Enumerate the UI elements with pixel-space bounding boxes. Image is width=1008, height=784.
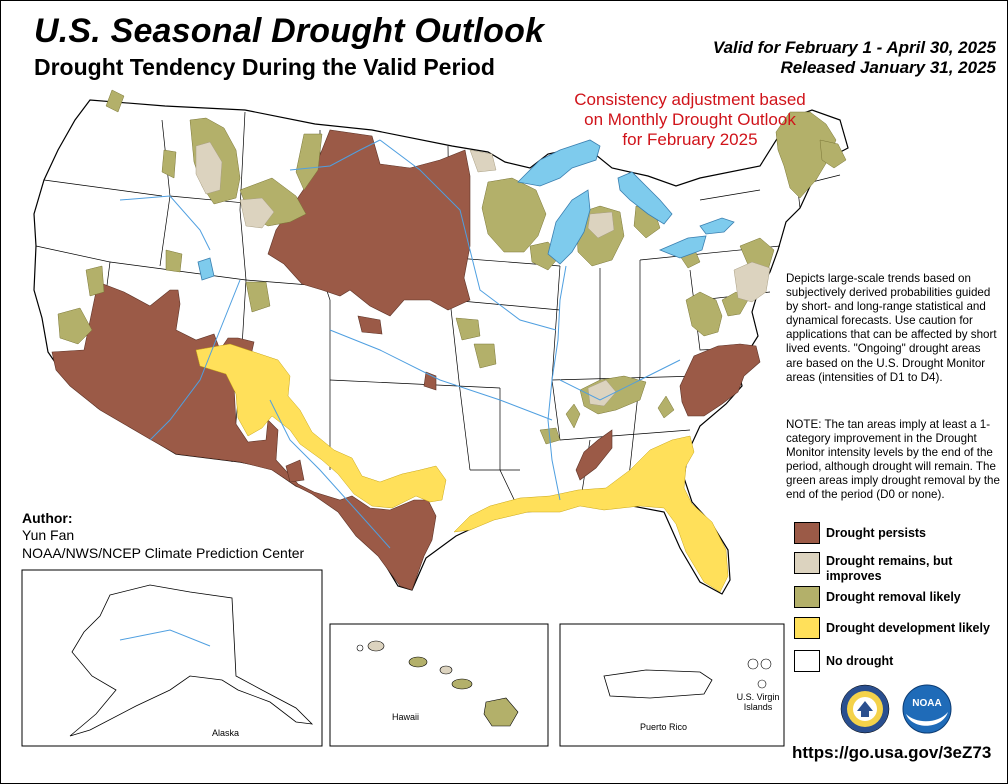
legend-swatch-no-drought <box>794 650 820 672</box>
author-name: Yun Fan <box>22 527 75 543</box>
virgin-islands-label: U.S. Virgin Islands <box>736 692 780 712</box>
legend-swatch-removal <box>794 586 820 608</box>
legend-swatch-improves <box>794 552 820 574</box>
alaska-shape <box>69 584 314 737</box>
hawaii-label: Hawaii <box>392 712 419 722</box>
legend-label: Drought persists <box>826 526 927 540</box>
noaa-logo-icon: NOAA <box>902 684 952 734</box>
release-date: Released January 31, 2025 <box>780 58 996 77</box>
legend-item-removal: Drought removal likely <box>794 586 1006 616</box>
rivers <box>119 139 681 549</box>
legend-item-development: Drought development likely <box>794 617 1006 647</box>
drought-improves-areas <box>195 141 771 407</box>
legend-item-improves: Drought remains, but improves <box>794 552 1006 586</box>
author-organization: NOAA/NWS/NCEP Climate Prediction Center <box>22 545 305 561</box>
page-title: U.S. Seasonal Drought Outlook <box>34 12 545 50</box>
svg-text:NOAA: NOAA <box>912 698 941 709</box>
hawaii-islands <box>356 640 519 727</box>
great-lakes <box>197 139 735 281</box>
legend-item-no-drought: No drought <box>794 650 1006 680</box>
legend-label: Drought remains, but improves <box>826 554 953 583</box>
legend-swatch-development <box>794 617 820 639</box>
note-text: NOTE: The tan areas imply at least a 1-c… <box>786 418 1000 502</box>
page-subtitle: Drought Tendency During the Valid Period <box>34 54 495 80</box>
author-heading: Author: <box>22 510 73 526</box>
consistency-note: Consistency adjustment based on Monthly … <box>574 90 806 149</box>
legend-item-persists: Drought persists <box>794 522 1006 552</box>
drought-development-areas <box>195 343 729 593</box>
valid-period: Valid for February 1 - April 30, 2025 <box>712 38 996 57</box>
legend-label: No drought <box>826 654 894 668</box>
outlook-url[interactable]: https://go.usa.gov/3eZ73 <box>792 743 992 762</box>
legend-swatch-persists <box>794 522 820 544</box>
explanation-text: Depicts large-scale trends based on subj… <box>786 272 997 384</box>
commerce-seal-icon <box>840 684 890 734</box>
puerto-rico-label: Puerto Rico <box>640 722 687 732</box>
hawaii-inset <box>329 623 549 747</box>
puerto-rico-shape <box>603 669 713 699</box>
alaska-label: Alaska <box>212 728 239 738</box>
legend-label: Drought removal likely <box>826 590 961 604</box>
legend-label: Drought development likely <box>826 621 990 635</box>
